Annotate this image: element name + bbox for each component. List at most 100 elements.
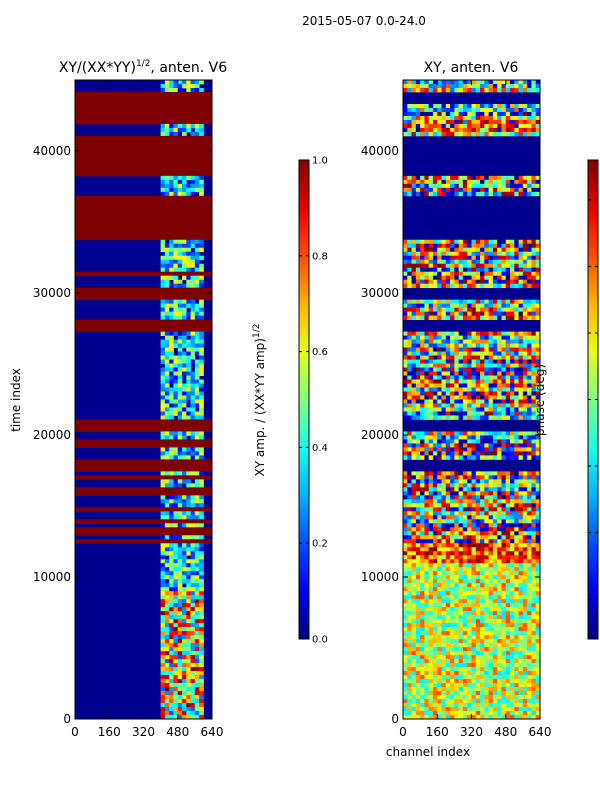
right-heat-cell	[441, 595, 447, 600]
right-heat-cell	[407, 103, 412, 109]
right-heat-cell	[445, 391, 451, 396]
left-heat-cell	[199, 691, 204, 696]
right-heat-cell	[424, 563, 430, 568]
right-heat-cell	[518, 615, 524, 620]
right-heat-cell	[527, 503, 532, 508]
left-heat-cell	[160, 359, 166, 364]
right-heat-cell	[437, 643, 442, 648]
right-heat-cell	[462, 127, 468, 133]
right-heat-cell	[471, 339, 477, 344]
right-heat-cell	[454, 599, 460, 604]
left-heat-cell	[190, 615, 196, 620]
right-heat-cell	[420, 303, 425, 309]
left-heat-cell	[169, 635, 174, 640]
right-heat-cell	[450, 663, 455, 668]
right-heat-cell	[497, 623, 502, 628]
left-heat-cell	[169, 175, 174, 181]
left-heat-cell	[169, 559, 174, 564]
right-heat-cell	[492, 555, 498, 560]
left-heat-cell	[173, 663, 179, 668]
right-heat-cell	[428, 647, 434, 652]
right-heat-cell	[411, 655, 417, 660]
right-heat-cell	[505, 647, 511, 652]
right-heat-cell	[527, 655, 532, 660]
right-heat-cell	[484, 335, 490, 340]
right-heat-cell	[428, 179, 434, 185]
right-heat-cell	[424, 623, 430, 628]
right-heat-cell	[428, 303, 434, 309]
right-heat-cell	[480, 683, 485, 688]
right-heat-cell	[441, 559, 447, 564]
right-heat-cell	[488, 543, 494, 548]
right-heat-cell	[420, 563, 425, 568]
left-heat-cell	[169, 87, 174, 93]
right-heat-cell	[497, 383, 502, 388]
left-heat-cell	[186, 411, 191, 416]
right-heat-cell	[522, 519, 528, 524]
right-heat-cell	[411, 515, 417, 520]
left-heat-cell	[182, 615, 187, 620]
right-heat-cell	[531, 127, 537, 133]
left-heat-cell	[182, 343, 187, 348]
right-heat-cell	[428, 575, 434, 580]
right-heat-cell	[522, 535, 528, 540]
right-heat-cell	[432, 403, 438, 408]
right-heat-cell	[510, 539, 515, 544]
right-heat-cell	[531, 683, 537, 688]
right-heat-cell	[441, 683, 447, 688]
right-heat-cell	[522, 475, 528, 480]
right-heat-cell	[492, 179, 498, 185]
right-heat-cell	[424, 639, 430, 644]
right-heat-cell	[432, 559, 438, 564]
right-heat-cell	[505, 451, 511, 456]
left-heat-cell	[169, 355, 174, 360]
right-heat-cell	[441, 491, 447, 496]
right-heat-cell	[535, 623, 541, 628]
right-heat-cell	[514, 431, 519, 436]
left-heat-cell	[160, 691, 166, 696]
right-heat-cell	[484, 607, 490, 612]
right-heat-cell	[488, 387, 494, 392]
right-heat-cell	[403, 527, 408, 532]
right-heat-cell	[475, 103, 481, 109]
left-heat-cell	[186, 599, 191, 604]
left-heat-cell	[190, 715, 196, 720]
right-heat-cell	[505, 243, 511, 249]
right-heat-cell	[407, 239, 412, 245]
right-heat-cell	[535, 371, 541, 376]
right-heat-cell	[420, 575, 425, 580]
right-heat-cell	[527, 627, 532, 632]
right-heat-cell	[531, 363, 537, 368]
left-heat-cell	[182, 499, 187, 504]
left-heat-cell	[199, 255, 204, 261]
left-heat-band	[75, 439, 212, 444]
right-heat-cell	[501, 539, 507, 544]
right-heat-cell	[415, 247, 421, 253]
right-heat-cell	[527, 179, 532, 185]
left-heat-cell	[173, 379, 179, 384]
right-heat-cell	[467, 595, 472, 600]
left-heat-cell	[173, 355, 179, 360]
right-heat-cell	[527, 535, 532, 540]
right-heat-cell	[415, 651, 421, 656]
right-heat-cell	[501, 415, 507, 420]
right-heat-cell	[497, 603, 502, 608]
right-heat-cell	[505, 503, 511, 508]
left-heat-cell	[186, 447, 191, 452]
right-heat-cell	[514, 699, 519, 704]
left-heat-cell	[190, 639, 196, 644]
right-heat-cell	[403, 83, 408, 89]
right-heat-cell	[424, 191, 430, 197]
right-heat-cell	[437, 471, 442, 476]
right-heat-cell	[522, 623, 528, 628]
right-heat-cell	[527, 267, 532, 273]
right-heat-cell	[510, 699, 515, 704]
right-heat-cell	[462, 115, 468, 121]
right-heat-cell	[505, 627, 511, 632]
left-heat-cell	[199, 187, 204, 193]
right-heat-cell	[403, 115, 408, 121]
right-heat-cell	[411, 535, 417, 540]
right-heat-cell	[475, 307, 481, 313]
right-heat-cell	[454, 571, 460, 576]
right-heat-cell	[522, 555, 528, 560]
